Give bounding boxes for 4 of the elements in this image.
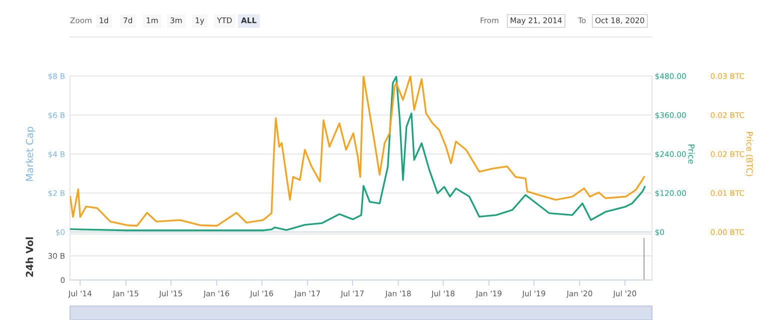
- y-axis-title: 24h Vol: [26, 237, 34, 277]
- y2-axis-title: Price: [688, 144, 695, 164]
- y-axis-title: Market Cap: [26, 126, 36, 181]
- y3-axis-title: Price (BTC): [745, 132, 753, 176]
